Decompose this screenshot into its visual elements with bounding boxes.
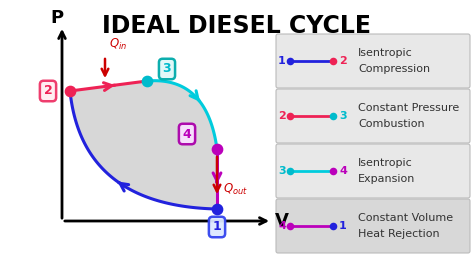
FancyBboxPatch shape [276,89,470,143]
Polygon shape [70,81,217,209]
Text: Isentropic: Isentropic [358,48,413,58]
Text: 4: 4 [339,166,347,176]
Text: 3: 3 [339,111,347,121]
Text: $Q_{in}$: $Q_{in}$ [109,37,127,52]
Text: V: V [275,212,289,230]
Text: Constant Pressure: Constant Pressure [358,103,459,113]
Text: 2: 2 [339,56,347,66]
Point [329,114,337,118]
Point [213,207,221,211]
Point [286,169,294,173]
Text: 1: 1 [278,56,286,66]
Point [286,224,294,228]
Point [213,147,221,151]
Point [329,169,337,173]
Text: 4: 4 [278,221,286,231]
Text: Isentropic: Isentropic [358,158,413,168]
Text: Expansion: Expansion [358,174,415,184]
Text: 4: 4 [182,127,191,140]
FancyBboxPatch shape [276,144,470,198]
Point [329,59,337,63]
Text: Compression: Compression [358,64,430,74]
Text: 3: 3 [278,166,286,176]
Point [66,89,74,93]
FancyBboxPatch shape [276,199,470,253]
Text: 2: 2 [278,111,286,121]
FancyBboxPatch shape [276,34,470,88]
Text: P: P [50,9,64,27]
Point [143,79,151,83]
Text: 3: 3 [163,63,171,76]
Text: Constant Volume: Constant Volume [358,213,453,223]
Point [329,224,337,228]
Text: 2: 2 [44,85,52,98]
Text: 1: 1 [213,221,221,234]
Text: IDEAL DIESEL CYCLE: IDEAL DIESEL CYCLE [102,14,372,38]
Point [286,59,294,63]
Point [286,114,294,118]
Text: 1: 1 [339,221,347,231]
Text: Combustion: Combustion [358,119,425,129]
Text: $Q_{out}$: $Q_{out}$ [223,181,248,197]
Text: Heat Rejection: Heat Rejection [358,229,439,239]
